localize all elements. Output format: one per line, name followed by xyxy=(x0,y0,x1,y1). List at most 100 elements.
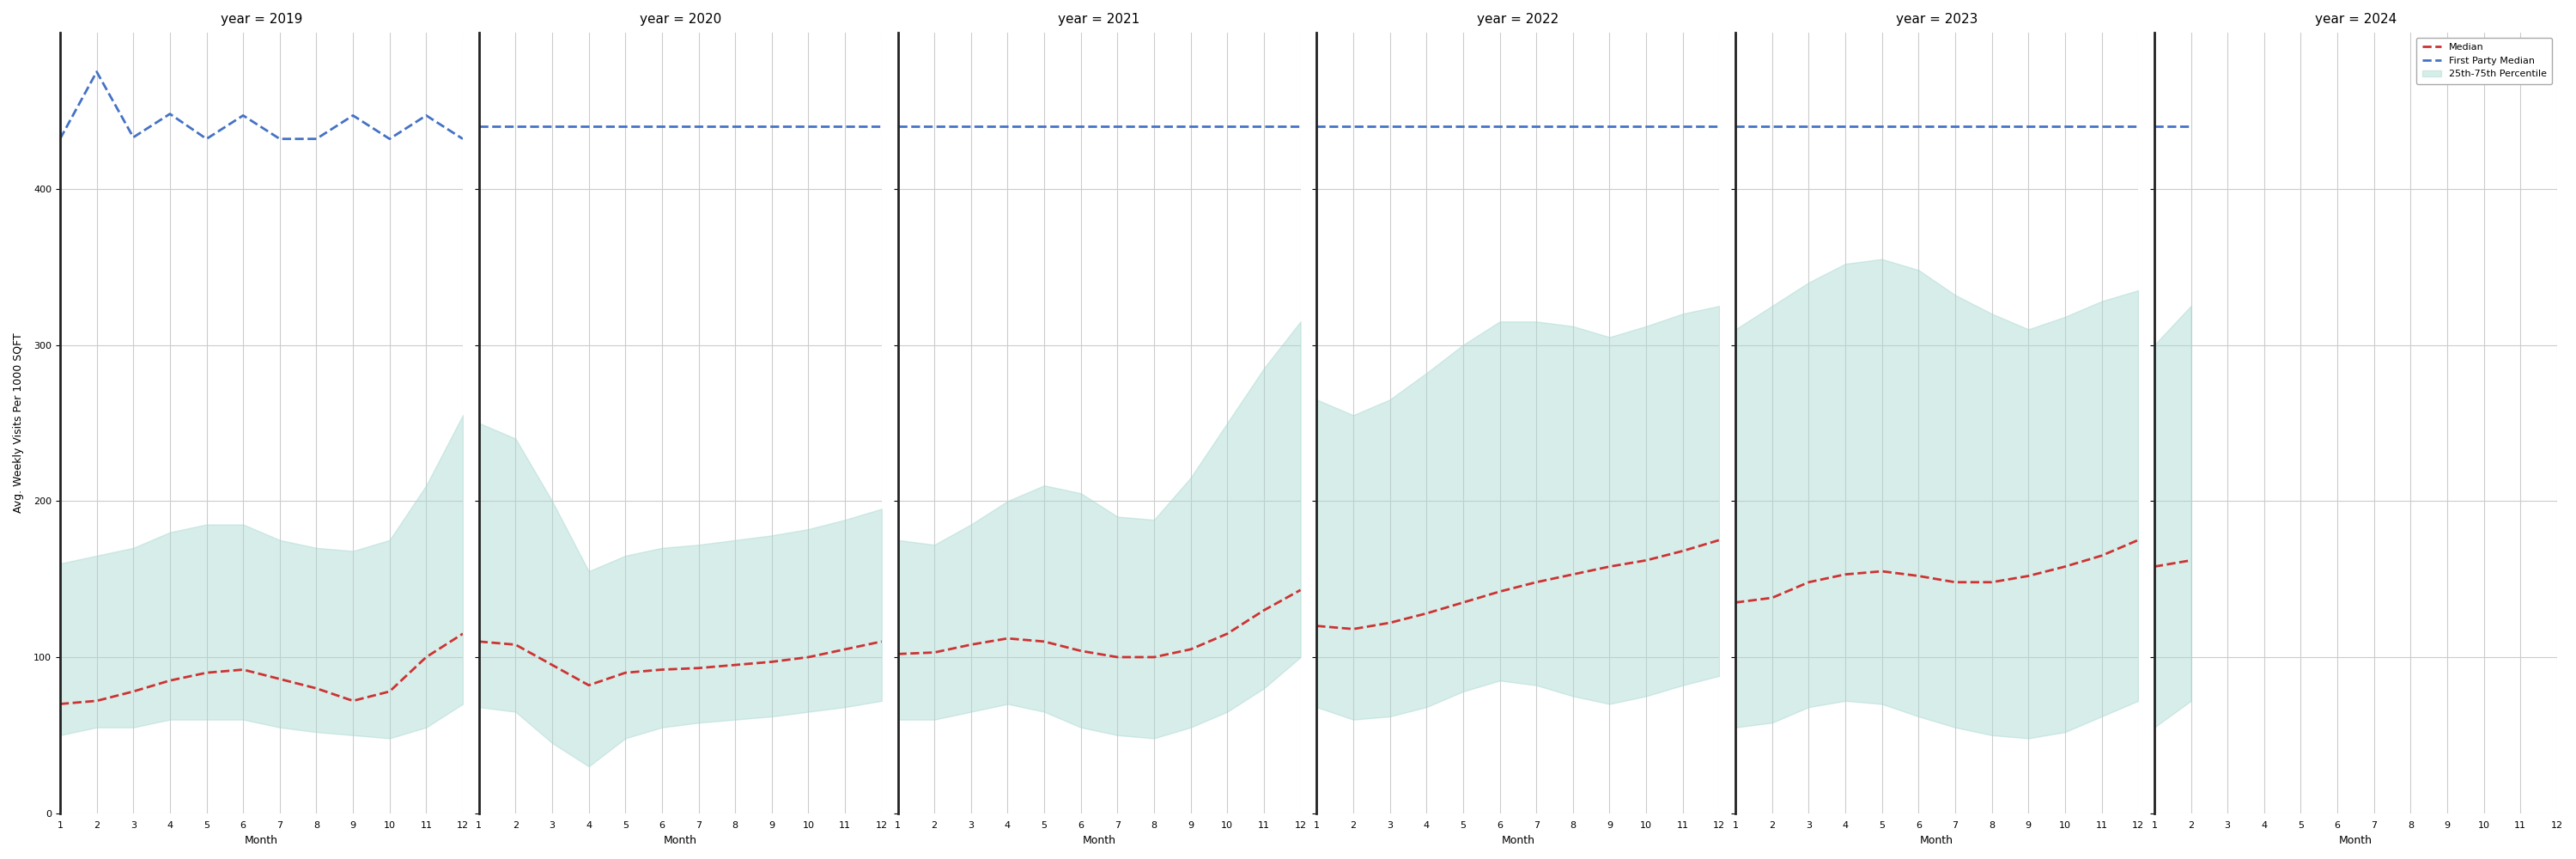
Median xyxy=(829,644,860,655)
First Party Median xyxy=(1337,121,1368,131)
First Party Median xyxy=(1028,121,1059,131)
First Party Median xyxy=(1103,121,1133,131)
Median xyxy=(1558,570,1589,580)
Median xyxy=(1337,624,1368,634)
Median xyxy=(956,639,987,649)
First Party Median xyxy=(265,134,296,144)
Median xyxy=(1595,562,1625,572)
First Party Median xyxy=(1249,121,1280,131)
Line: First Party Median: First Party Median xyxy=(59,72,464,139)
First Party Median xyxy=(1904,121,1935,131)
Title: year = 2024: year = 2024 xyxy=(2316,13,2396,26)
Median xyxy=(1757,593,1788,603)
First Party Median xyxy=(1558,121,1589,131)
First Party Median xyxy=(1631,121,1662,131)
Median xyxy=(118,686,149,697)
Median xyxy=(1028,637,1059,647)
Median xyxy=(1721,597,1752,607)
First Party Median xyxy=(1066,121,1097,131)
First Party Median xyxy=(1376,121,1406,131)
First Party Median xyxy=(536,121,567,131)
Median xyxy=(301,683,332,693)
Median xyxy=(719,660,750,670)
X-axis label: Month: Month xyxy=(665,835,698,846)
X-axis label: Month: Month xyxy=(1502,835,1535,846)
First Party Median xyxy=(866,121,896,131)
Median xyxy=(44,699,75,710)
Median xyxy=(191,667,222,678)
First Party Median xyxy=(82,67,113,77)
First Party Median xyxy=(2012,121,2043,131)
First Party Median xyxy=(719,121,750,131)
First Party Median xyxy=(44,134,75,144)
Median xyxy=(1829,570,1860,580)
First Party Median xyxy=(410,110,440,120)
First Party Median xyxy=(829,121,860,131)
Title: year = 2019: year = 2019 xyxy=(222,13,301,26)
First Party Median xyxy=(574,121,605,131)
X-axis label: Month: Month xyxy=(1919,835,1953,846)
First Party Median xyxy=(2177,121,2208,131)
Median xyxy=(536,660,567,670)
Median xyxy=(1301,621,1332,631)
Median xyxy=(1103,652,1133,662)
First Party Median xyxy=(155,109,185,119)
Median xyxy=(1940,577,1971,588)
First Party Median xyxy=(647,121,677,131)
Legend: Median, First Party Median, 25th-75th Percentile: Median, First Party Median, 25th-75th Pe… xyxy=(2416,38,2553,84)
First Party Median xyxy=(1412,121,1443,131)
Median xyxy=(1285,585,1316,595)
Median xyxy=(793,652,824,662)
Median xyxy=(155,675,185,685)
First Party Median xyxy=(1868,121,1899,131)
Median xyxy=(647,665,677,675)
First Party Median xyxy=(1829,121,1860,131)
Median xyxy=(1211,629,1242,639)
First Party Median xyxy=(1667,121,1698,131)
First Party Median xyxy=(1595,121,1625,131)
Median xyxy=(500,639,531,649)
First Party Median xyxy=(992,121,1023,131)
Median xyxy=(410,652,440,662)
Median xyxy=(1175,644,1206,655)
First Party Median xyxy=(2138,121,2169,131)
Median xyxy=(757,656,788,667)
Median xyxy=(1703,535,1734,545)
First Party Median xyxy=(1175,121,1206,131)
X-axis label: Month: Month xyxy=(245,835,278,846)
First Party Median xyxy=(500,121,531,131)
Line: Median: Median xyxy=(59,634,464,704)
Median xyxy=(265,673,296,684)
First Party Median xyxy=(118,132,149,143)
First Party Median xyxy=(1703,121,1734,131)
Median xyxy=(1412,608,1443,618)
Median xyxy=(448,629,479,639)
First Party Median xyxy=(301,134,332,144)
First Party Median xyxy=(1301,121,1332,131)
Line: Median: Median xyxy=(2154,560,2192,567)
Median xyxy=(2138,562,2169,572)
X-axis label: Month: Month xyxy=(1082,835,1115,846)
Median xyxy=(574,680,605,691)
First Party Median xyxy=(884,121,914,131)
First Party Median xyxy=(793,121,824,131)
First Party Median xyxy=(464,121,495,131)
Line: Median: Median xyxy=(1316,540,1718,629)
First Party Median xyxy=(2123,121,2154,131)
Median xyxy=(920,648,951,658)
First Party Median xyxy=(2087,121,2117,131)
Median xyxy=(1631,555,1662,565)
Line: Median: Median xyxy=(899,590,1301,657)
First Party Median xyxy=(191,134,222,144)
First Party Median xyxy=(1793,121,1824,131)
First Party Median xyxy=(1484,121,1515,131)
Median xyxy=(1976,577,2007,588)
Median xyxy=(683,663,714,673)
Title: year = 2021: year = 2021 xyxy=(1059,13,1141,26)
Median xyxy=(1793,577,1824,588)
Median xyxy=(1376,618,1406,628)
Y-axis label: Avg. Weekly Visits Per 1000 SQFT: Avg. Weekly Visits Per 1000 SQFT xyxy=(13,333,23,513)
Median xyxy=(1520,577,1551,588)
Median xyxy=(1249,605,1280,615)
First Party Median xyxy=(1520,121,1551,131)
